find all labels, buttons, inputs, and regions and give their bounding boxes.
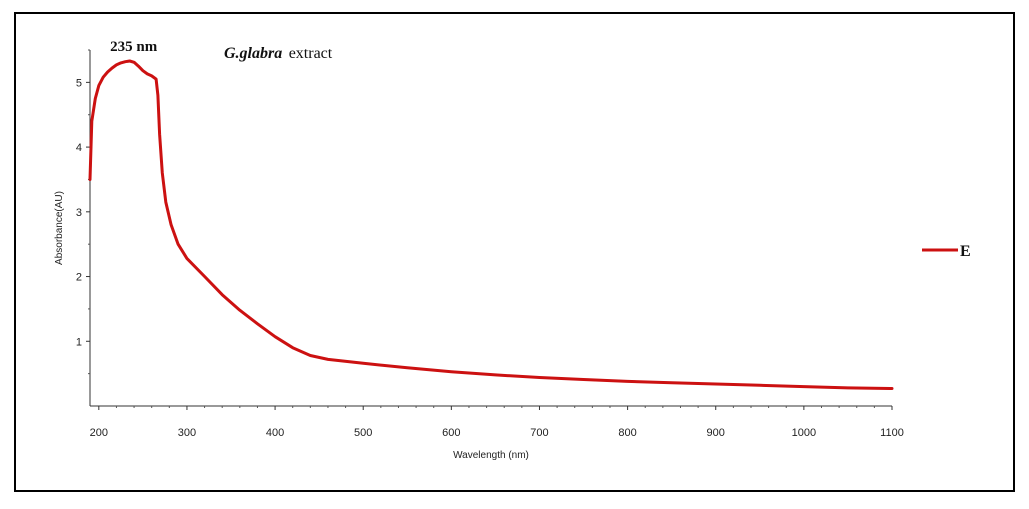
x-tick-label-900: 900 [707,427,725,439]
x-tick-label-200: 200 [90,427,108,439]
legend-label-E: E [960,243,971,260]
x-tick-label-1000: 1000 [792,427,816,439]
x-tick-label-800: 800 [618,427,636,439]
y-tick-label-1: 1 [76,336,82,348]
series-line-E [88,59,894,390]
y-tick-label-5: 5 [76,77,82,89]
x-ticks: 200 300 400 500 600 700 800 900 1000 1100 [90,406,904,439]
x-tick-label-1100: 1100 [880,427,904,439]
y-ticks: 1 2 3 4 5 [76,49,90,375]
x-tick-label-500: 500 [354,427,372,439]
axes: 200 300 400 500 600 700 800 900 1000 1100 1 2 3 4 5 [76,49,904,439]
chart-title: G.glabra extract [224,45,333,62]
x-tick-label-700: 700 [530,427,548,439]
x-tick-label-300: 300 [178,427,196,439]
peak-annotation: 235 nm [110,39,158,55]
y-tick-label-4: 4 [76,142,82,154]
chart-title-suffix: extract [289,45,333,62]
y-axis-label: Absorbance(AU) [54,191,65,265]
x-tick-label-600: 600 [442,427,460,439]
x-axis-label: Wavelength (nm) [453,450,529,461]
chart-title-species: G.glabra [224,45,282,62]
y-tick-label-2: 2 [76,272,82,284]
y-tick-label-3: 3 [76,207,82,219]
x-tick-label-400: 400 [266,427,284,439]
chart-frame: 200 300 400 500 600 700 800 900 1000 1100 1 2 3 4 5 W… [14,12,1015,492]
uv-vis-chart: 200 300 400 500 600 700 800 900 1000 1100 1 2 3 4 5 W… [54,39,971,461]
legend: E [922,243,971,260]
